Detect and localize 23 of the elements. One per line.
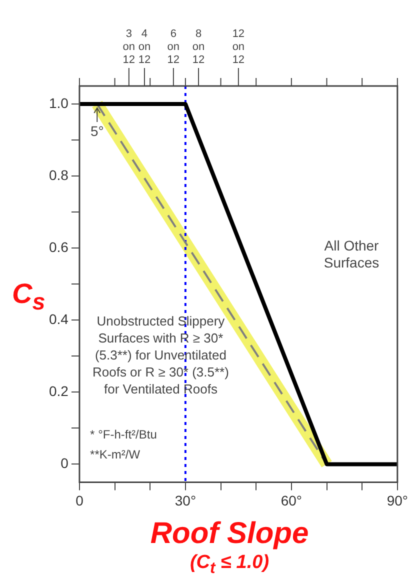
y-tick-label: 0.4 — [48, 310, 69, 327]
annotation: 5° — [90, 122, 104, 139]
text: 8 on 12 — [192, 28, 205, 66]
y-axis-title: C$_{s}$ — [12, 278, 46, 316]
y-tick-label: 0.2 — [48, 383, 69, 400]
y-tick-label: 0.8 — [48, 166, 69, 183]
y-tick-label: 0 — [60, 455, 69, 472]
x-axis-title: Roof Slope — [149, 517, 310, 550]
text: 4 on 12 — [138, 28, 151, 66]
x-tick-label: 60° — [280, 492, 302, 508]
x-tick-label: 90° — [386, 492, 408, 508]
text: Unobstructed Slippery Surfaces with R ≥ 30* (5.3**) for Unventilated Roofs or R ≥ 30* (3.5**) for Ventilated Roofs — [92, 314, 229, 397]
annotation: * °F-h-ft²/Btu — [90, 428, 157, 442]
text: 3 on 12 — [122, 28, 136, 66]
x-tick-label: 0 — [76, 492, 84, 508]
text: 6 on 12 — [167, 28, 180, 66]
text: 12 on 12 — [232, 28, 245, 66]
text: All Other Surfaces — [324, 238, 380, 271]
text: (C$_{t}$ ≤ 1.0) — [188, 552, 270, 579]
y-tick-label: 1.0 — [48, 94, 69, 111]
x-tick-label: 30° — [174, 492, 196, 508]
annotation: **K-m²/W — [90, 448, 141, 462]
y-tick-label: 0.6 — [48, 238, 69, 255]
